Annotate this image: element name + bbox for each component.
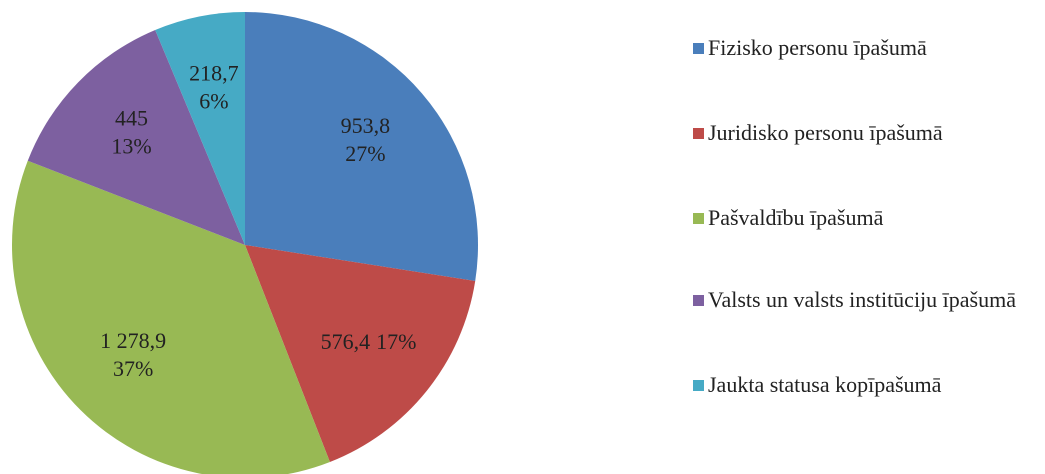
- legend-swatch: [693, 43, 704, 54]
- percent-label: 13%: [111, 133, 151, 158]
- value-label: 445: [115, 105, 148, 130]
- legend-label: Jaukta statusa kopīpašumā: [708, 372, 942, 397]
- percent-label: 37%: [113, 356, 153, 381]
- legend-item: Valsts un valsts institūciju īpašumā: [693, 284, 1043, 316]
- data-label: 576,4 17%: [321, 329, 417, 354]
- pie-area: 953,8 27%576,4 17%1 278,9 37%445 13%218,7 6%: [12, 12, 478, 474]
- data-label: 218,7 6%: [189, 61, 239, 114]
- legend-swatch: [693, 213, 704, 224]
- legend-swatch: [693, 295, 704, 306]
- legend-item: Pašvaldību īpašumā: [693, 202, 1043, 234]
- value-label: 1 278,9: [100, 328, 166, 353]
- pie-slice: [27, 30, 245, 246]
- data-label: 1 278,9 37%: [100, 328, 166, 381]
- percent-label: 6%: [199, 89, 228, 114]
- legend-item: Jaukta statusa kopīpašumā: [693, 369, 1043, 401]
- legend-swatch: [693, 128, 704, 139]
- legend-label: Pašvaldību īpašumā: [708, 205, 884, 230]
- data-label: 953,8 27%: [341, 113, 391, 166]
- percent-label: 17%: [376, 329, 416, 354]
- legend-item: Fizisko personu īpašumā: [693, 32, 1043, 64]
- pie-slice: [12, 160, 330, 474]
- pie-slice: [245, 12, 478, 281]
- pie-slice: [155, 12, 245, 245]
- legend-item: Juridisko personu īpašumā: [693, 117, 1043, 149]
- data-label: 445 13%: [111, 105, 151, 158]
- legend-label: Valsts un valsts institūciju īpašumā: [708, 287, 1016, 312]
- value-label: 576,4: [321, 329, 371, 354]
- value-label: 218,7: [189, 61, 239, 86]
- legend-swatch: [693, 380, 704, 391]
- legend-label: Fizisko personu īpašumā: [708, 35, 927, 60]
- pie-slice: [245, 245, 476, 462]
- legend-label: Juridisko personu īpašumā: [708, 120, 943, 145]
- percent-label: 27%: [345, 141, 385, 166]
- value-label: 953,8: [341, 113, 391, 138]
